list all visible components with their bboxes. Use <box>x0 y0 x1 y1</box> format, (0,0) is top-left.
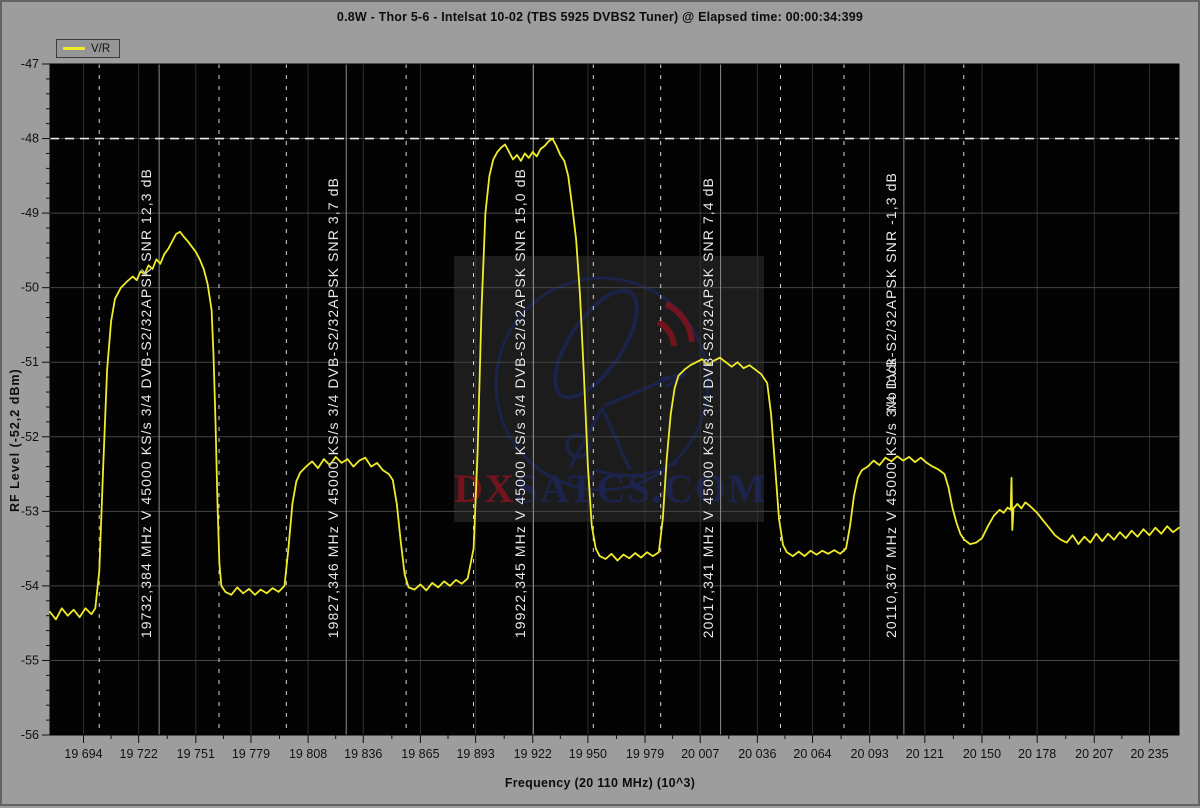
x-tick-label: 19 779 <box>232 747 270 761</box>
spectrum-trace <box>49 137 1180 621</box>
transponder-annotation: 19732,384 MHz V 45000 KS/s 3/4 DVB-S2/32… <box>138 167 155 638</box>
chart-title: 0.8W - Thor 5-6 - Intelsat 10-02 (TBS 59… <box>336 10 864 24</box>
x-tick-label: 19 694 <box>64 747 102 761</box>
x-tick-label: 20 007 <box>681 747 719 761</box>
plot-frame <box>49 63 1180 736</box>
x-tick-label: 19 893 <box>456 747 494 761</box>
y-tick-label: -48 <box>21 132 39 146</box>
legend-label: V/R <box>91 42 111 55</box>
plot-area[interactable] <box>50 64 1179 735</box>
y-tick-label: -55 <box>21 653 39 667</box>
legend[interactable]: V/R <box>56 39 121 58</box>
x-tick-label: 19 836 <box>344 747 382 761</box>
x-tick-label: 19 865 <box>401 747 439 761</box>
x-tick-label: 19 950 <box>569 747 607 761</box>
watermark-text: DXSATCS.COM <box>454 466 768 511</box>
transponder-annotation: 19827,346 MHz V 45000 KS/s 3/4 DVB-S2/32… <box>325 176 342 638</box>
y-tick-label: -52 <box>21 430 39 444</box>
y-tick-label: -50 <box>21 281 39 295</box>
x-tick-label: 20 036 <box>738 747 776 761</box>
transponder-annotation: 20017,341 MHz V 45000 KS/s 3/4 DVB-S2/32… <box>699 176 716 638</box>
x-tick-label: 19 751 <box>177 747 215 761</box>
x-axis-title: Frequency (20 110 MHz) (10^3) <box>504 776 696 790</box>
x-tick-label: 19 722 <box>120 747 158 761</box>
transponder-annotation: 19922,345 MHz V 45000 KS/s 3/4 DVB-S2/32… <box>512 167 529 638</box>
y-tick-label: -49 <box>21 206 39 220</box>
y-tick-label: -56 <box>21 728 39 742</box>
x-tick-label: 20 207 <box>1075 747 1113 761</box>
x-tick-label: 20 093 <box>851 747 889 761</box>
y-tick-label: -47 <box>21 57 39 71</box>
watermark: DXSATCS.COM <box>454 256 768 522</box>
y-axis-title: RF Level (-52,2 dBm) <box>8 368 22 512</box>
x-tick-label: 20 235 <box>1130 747 1168 761</box>
y-tick-label: -53 <box>21 504 39 518</box>
y-tick-label: -54 <box>21 579 39 593</box>
trace-color-swatch <box>63 47 85 50</box>
y-tick-label: -51 <box>21 355 39 369</box>
x-tick-label: 20 178 <box>1018 747 1056 761</box>
x-tick-label: 20 121 <box>906 747 944 761</box>
satellite-logo-icon <box>494 276 710 492</box>
transponder-annotation-overlay: No lock <box>882 356 899 412</box>
x-tick-label: 19 808 <box>289 747 327 761</box>
x-tick-label: 20 064 <box>793 747 831 761</box>
x-tick-label: 19 922 <box>514 747 552 761</box>
x-tick-label: 20 150 <box>963 747 1001 761</box>
x-tick-label: 19 979 <box>626 747 664 761</box>
